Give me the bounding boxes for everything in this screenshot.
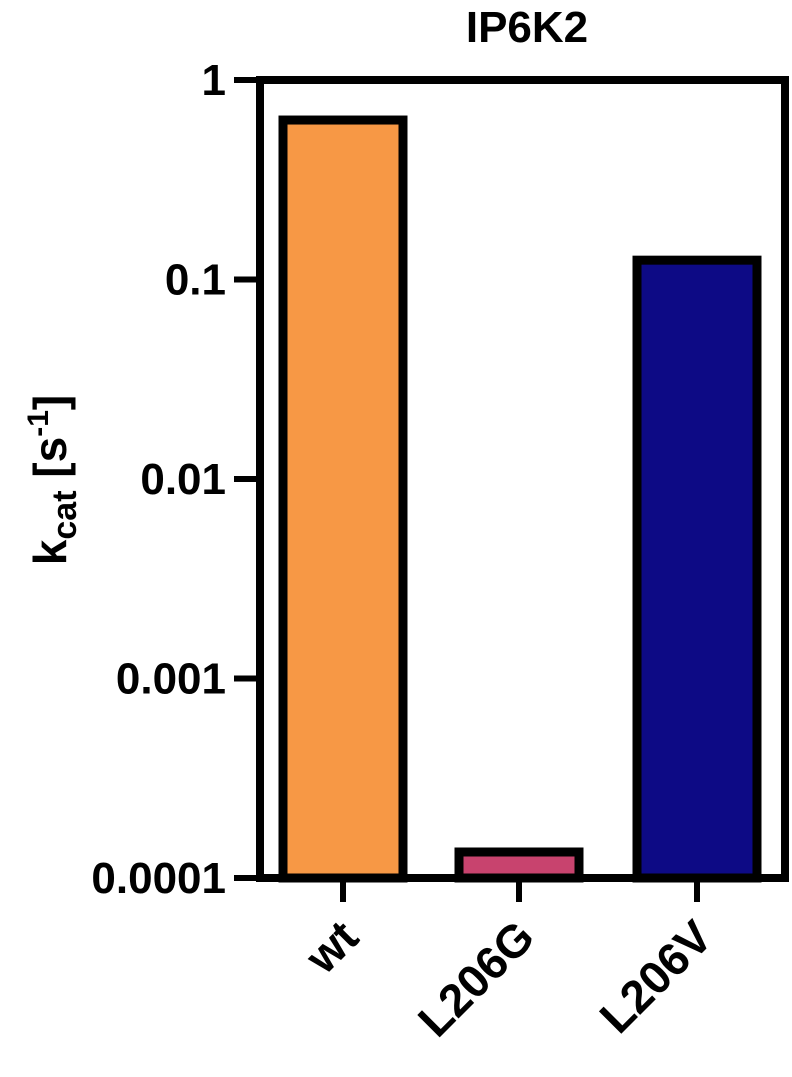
y-axis-label: kcat [s-1]	[22, 395, 84, 565]
y-axis-label-unit-close: ]	[24, 395, 76, 410]
y-tick-label: 1	[202, 56, 226, 105]
x-tick-label-l206v: L206V	[589, 910, 722, 1043]
bars-group	[278, 115, 762, 883]
y-axis-label-superscript: -1	[22, 410, 55, 437]
y-tick-label: 0.001	[116, 655, 226, 704]
x-tick-label-wt: wt	[294, 910, 368, 984]
x-axis-ticks: wt L206G L206V	[294, 878, 722, 1047]
plot-frame	[256, 76, 789, 882]
chart-title: IP6K2	[466, 3, 588, 52]
y-axis-ticks: 1 0.1 0.01 0.001 0.0001	[91, 56, 260, 903]
bar-wt	[278, 115, 408, 883]
y-axis-label-unit: [s	[24, 437, 76, 491]
y-axis-label-main: k	[24, 539, 76, 565]
y-axis-label-subscript: cat	[46, 490, 84, 539]
x-tick-label-l206g: L206G	[408, 910, 544, 1046]
y-tick-label: 0.01	[140, 455, 226, 504]
y-tick-label: 0.1	[165, 256, 226, 305]
y-tick-label: 0.0001	[91, 854, 226, 903]
bar-l206v	[632, 255, 762, 883]
